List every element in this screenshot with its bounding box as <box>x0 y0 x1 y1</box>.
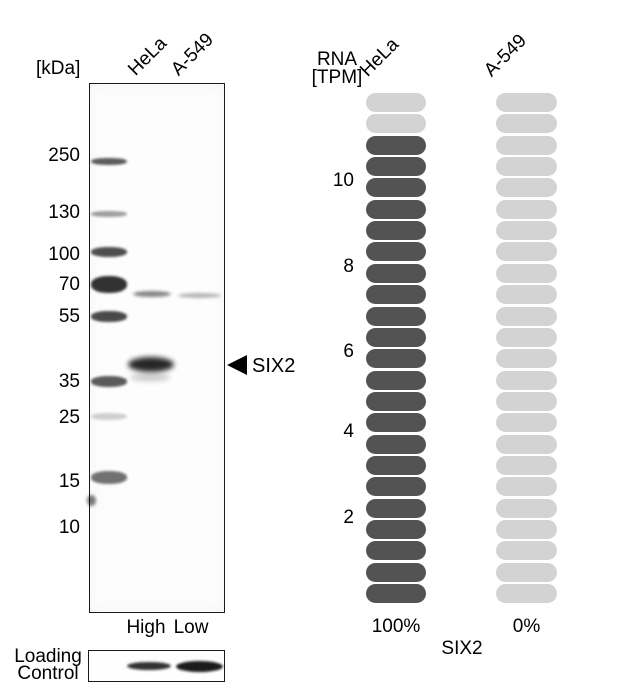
pill-hela-11 <box>366 306 426 326</box>
pill-a-549-7 <box>496 221 557 241</box>
condition-label-high: High <box>126 617 166 638</box>
pill-hela-14 <box>366 370 426 390</box>
pill-hela-7 <box>366 221 426 241</box>
rna-ytick-8: 8 <box>343 256 354 277</box>
rna-axis-label-line1: RNA <box>316 49 358 70</box>
ladder-band-250 <box>91 158 127 165</box>
percent-label-hela: 100% <box>371 616 421 637</box>
pill-a-549-18 <box>496 455 557 475</box>
gene-label: SIX2 <box>441 638 483 659</box>
pill-hela-1 <box>366 93 426 112</box>
ladder-band-130 <box>91 211 127 217</box>
loading-control-band-1 <box>127 662 171 670</box>
pill-hela-24 <box>366 584 426 604</box>
ladder-band-35 <box>91 376 127 387</box>
pill-hela-21 <box>366 520 426 539</box>
lane-label-hela: HeLa <box>124 33 172 80</box>
rna-axis-label: RNA [TPM] <box>308 49 366 88</box>
loading-control-label-line1: Loading <box>14 646 82 667</box>
pill-a-549-4 <box>496 157 557 177</box>
pill-hela-3 <box>366 135 426 155</box>
pill-a-549-21 <box>496 520 557 539</box>
pill-a-549-14 <box>496 370 557 390</box>
pill-a-549-23 <box>496 562 557 582</box>
pill-a-549-9 <box>496 263 557 283</box>
pill-a-549-15 <box>496 391 557 411</box>
marker-label-15: 15 <box>58 471 80 492</box>
marker-label-10: 10 <box>58 517 80 538</box>
sample-band-1 <box>133 291 171 297</box>
ladder-band-25 <box>91 413 127 420</box>
pill-hela-23 <box>366 562 426 582</box>
kda-unit-label: [kDa] <box>36 58 81 79</box>
marker-label-70: 70 <box>58 274 80 295</box>
percent-label-a-549: 0% <box>512 616 541 637</box>
sample-band-5 <box>87 495 96 506</box>
marker-label-100: 100 <box>48 244 80 265</box>
ladder-band-70 <box>91 276 127 293</box>
rna-axis-label-line2: [TPM] <box>311 66 363 88</box>
pill-a-549-6 <box>496 199 557 219</box>
blot-image <box>89 83 225 613</box>
rna-ytick-2: 2 <box>343 507 354 528</box>
pill-hela-5 <box>366 178 426 198</box>
pill-hela-12 <box>366 327 426 347</box>
pill-hela-16 <box>366 413 426 433</box>
pill-a-549-2 <box>496 114 557 134</box>
pill-hela-19 <box>366 477 426 497</box>
rna-ytick-10: 10 <box>332 170 354 191</box>
sample-band-2 <box>178 293 221 298</box>
loading-control-band-2 <box>176 661 223 672</box>
loading-control-label-line2: Control <box>17 662 79 684</box>
target-band-label: SIX2 <box>252 355 296 377</box>
pill-hela-15 <box>366 391 426 411</box>
loading-control-label: Loading Control <box>8 646 88 684</box>
pill-a-549-10 <box>496 285 557 305</box>
target-arrow-icon <box>227 355 247 375</box>
pill-a-549-17 <box>496 434 557 454</box>
pill-hela-2 <box>366 114 426 134</box>
ladder-band-15 <box>91 471 127 484</box>
pill-hela-6 <box>366 199 426 219</box>
pill-hela-18 <box>366 455 426 475</box>
pill-a-549-13 <box>496 349 557 369</box>
pill-hela-20 <box>366 498 426 518</box>
pill-a-549-5 <box>496 178 557 198</box>
pill-hela-22 <box>366 541 426 561</box>
marker-label-130: 130 <box>48 202 80 223</box>
pill-a-549-22 <box>496 541 557 561</box>
ladder-band-55 <box>91 311 127 322</box>
pill-hela-4 <box>366 157 426 177</box>
sample-band-3 <box>128 357 174 372</box>
marker-label-35: 35 <box>58 371 80 392</box>
pill-hela-9 <box>366 263 426 283</box>
rna-ytick-6: 6 <box>343 341 354 362</box>
marker-label-55: 55 <box>58 306 80 327</box>
pill-a-549-20 <box>496 498 557 518</box>
sample-band-4 <box>130 374 170 381</box>
pill-hela-17 <box>366 434 426 454</box>
pill-hela-13 <box>366 349 426 369</box>
condition-label-low: Low <box>173 617 209 638</box>
pill-hela-10 <box>366 285 426 305</box>
marker-label-250: 250 <box>48 145 80 166</box>
pill-a-549-19 <box>496 477 557 497</box>
pill-a-549-8 <box>496 242 557 262</box>
pill-a-549-16 <box>496 413 557 433</box>
rna-ytick-4: 4 <box>343 421 354 442</box>
pill-a-549-12 <box>496 327 557 347</box>
lane-label-a-549: A-549 <box>167 29 218 81</box>
pill-a-549-3 <box>496 135 557 155</box>
western-blot-panel: [kDa] HeLa A-549 250 130 100 70 55 35 25 15 10 SI… <box>0 0 300 686</box>
pill-a-549-24 <box>496 584 557 604</box>
pill-a-549-11 <box>496 306 557 326</box>
pill-hela-8 <box>366 242 426 262</box>
marker-label-25: 25 <box>58 407 80 428</box>
pill-a-549-1 <box>496 93 557 112</box>
ladder-band-100 <box>91 247 127 257</box>
